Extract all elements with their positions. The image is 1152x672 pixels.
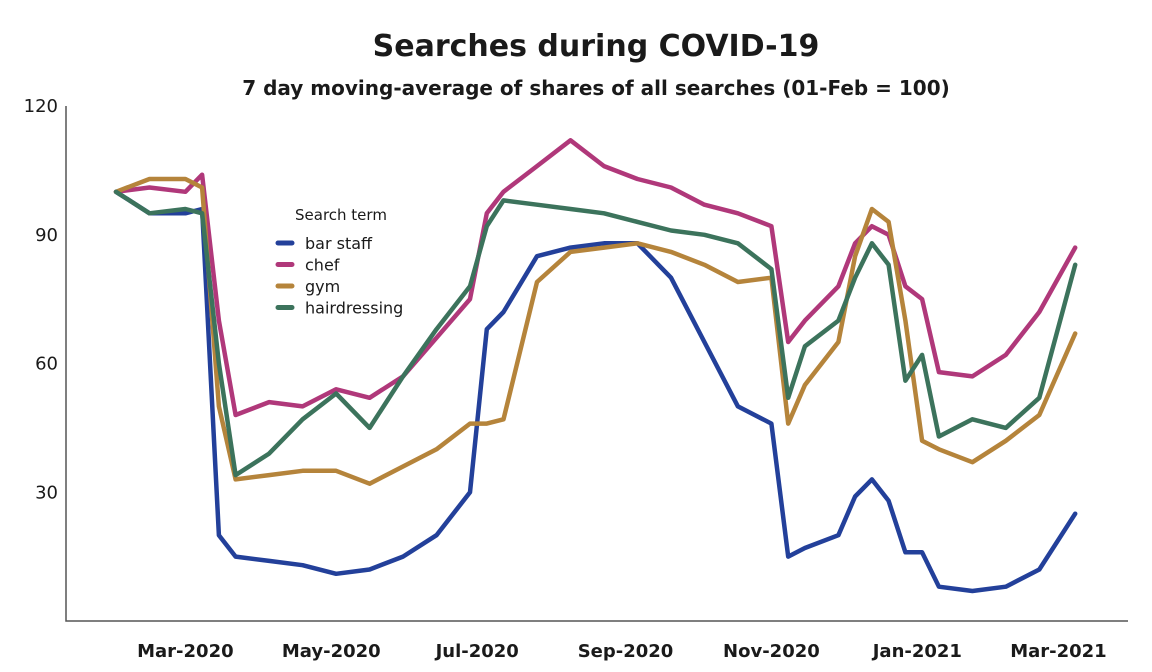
legend-items: bar staff chef gym hairdressing — [275, 234, 403, 318]
y-tick-label: 120 — [24, 96, 58, 117]
series-lines — [113, 138, 1078, 594]
legend-title: Search term — [295, 206, 387, 224]
x-tick-label: Mar-2021 — [1010, 641, 1107, 662]
x-tick-label: Jul-2020 — [434, 641, 519, 662]
legend-label: bar staff — [305, 234, 373, 253]
x-tick-label: Jan-2021 — [871, 641, 962, 662]
x-tick-label: Nov-2020 — [723, 641, 820, 662]
series-line-chef — [113, 138, 1078, 418]
y-tick-label: 30 — [35, 482, 58, 503]
x-tick-label: May-2020 — [282, 641, 381, 662]
legend-label: gym — [305, 277, 340, 296]
y-tick-label: 90 — [35, 225, 58, 246]
x-axis-ticks: Mar-2020 May-2020 Jul-2020 Sep-2020 Nov-2020… — [137, 641, 1107, 662]
x-tick-label: Sep-2020 — [578, 641, 674, 662]
chart-title: Searches during COVID-19 — [373, 29, 820, 64]
series-line-gym — [113, 176, 1078, 486]
legend-label: chef — [305, 256, 340, 275]
y-tick-label: 60 — [35, 354, 58, 375]
y-axis-ticks: 30 60 90 120 — [24, 96, 58, 503]
x-tick-label: Mar-2020 — [137, 641, 234, 662]
legend: Search term bar staff chef gym hairdressing — [275, 206, 403, 318]
series-line-hairdressing — [113, 189, 1078, 478]
legend-label: hairdressing — [305, 299, 403, 318]
chart-subtitle: 7 day moving-average of shares of all se… — [242, 76, 950, 100]
axis-frame — [65, 106, 1128, 622]
